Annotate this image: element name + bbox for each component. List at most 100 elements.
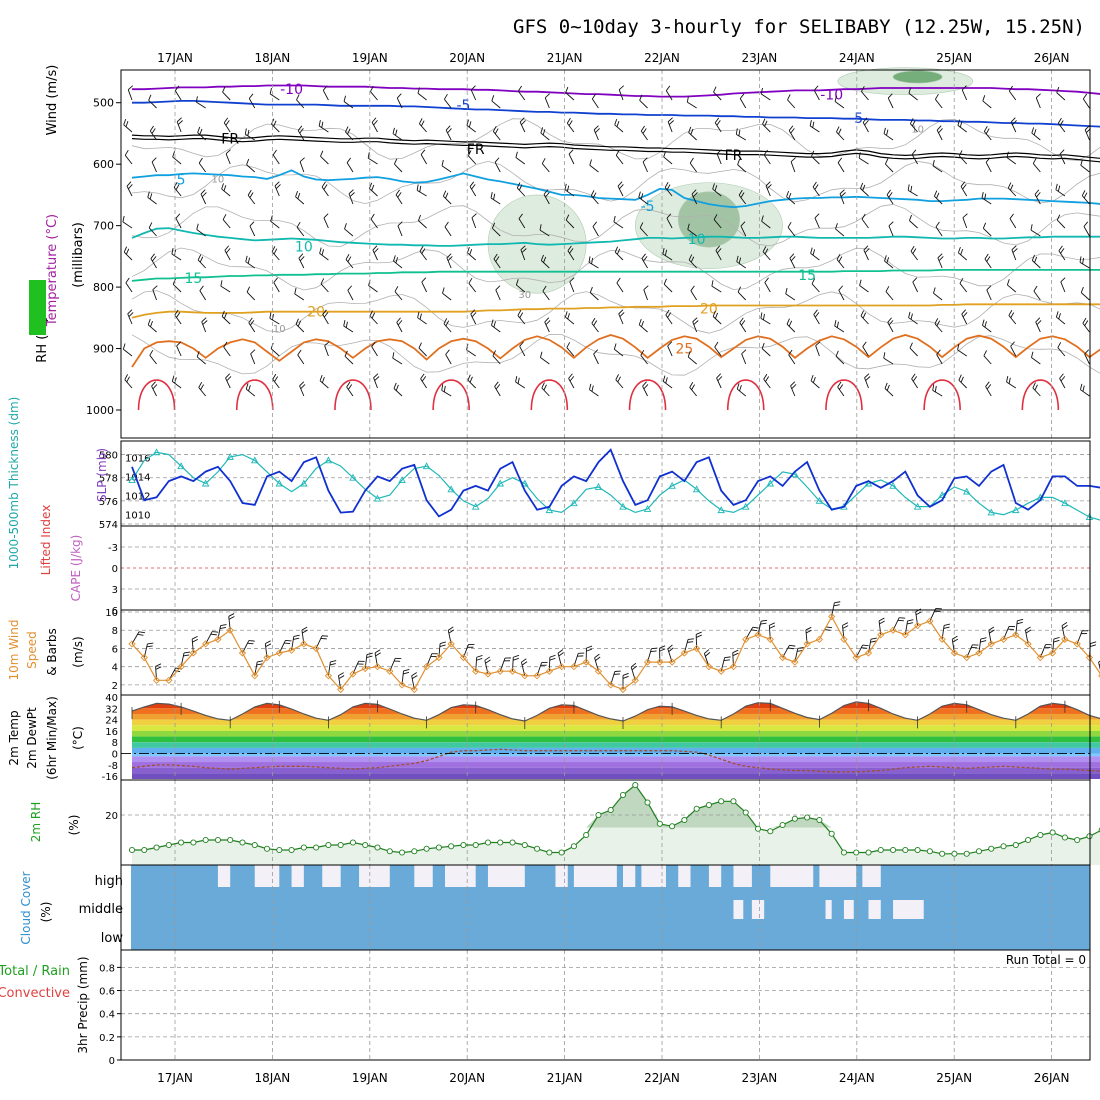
- wind-barb-feather: [870, 640, 877, 643]
- wind-barb: [760, 93, 771, 101]
- wind-barb-feather: [861, 213, 866, 220]
- isotherm-30: [923, 379, 961, 411]
- wind-speed-point: [189, 649, 198, 657]
- wind-barb-feather: [740, 192, 745, 198]
- wind-barb: [959, 283, 968, 293]
- wind-barb-feather: [416, 184, 419, 191]
- wind-speed-point: [545, 667, 553, 675]
- wind-barb: [319, 380, 329, 389]
- wind-barb: [836, 131, 845, 141]
- wind-barb: [174, 90, 182, 101]
- wind-barb: [1080, 164, 1090, 173]
- wind-barb: [222, 219, 231, 229]
- wind-barb-feather: [249, 192, 254, 198]
- wind-barb-feather: [521, 661, 528, 666]
- wind-barb: [1011, 249, 1017, 261]
- wind-barb-feather: [952, 635, 958, 640]
- rh-2m-panel: 20 2m RH (%): [29, 780, 1100, 865]
- wind-barb: [665, 90, 673, 101]
- wind-barb: [1056, 219, 1066, 229]
- wind-barb-feather: [933, 287, 936, 294]
- wind-barb: [837, 386, 845, 397]
- wind-barb-feather: [787, 94, 791, 101]
- wind-barb: [223, 346, 231, 357]
- wind-barb-feather: [842, 622, 849, 626]
- wind-barb: [1034, 194, 1041, 205]
- slp-ylabel: SLP (mb): [95, 448, 109, 502]
- wind-barb: [589, 292, 599, 301]
- upper-air-ylabel: Temperature (°C): [45, 214, 60, 327]
- wind-barb: [245, 388, 256, 397]
- thickness-point: [643, 505, 652, 512]
- wind-barb-feather: [519, 312, 524, 319]
- wind-barb: [664, 187, 673, 197]
- wind-barb-feather: [908, 87, 912, 94]
- temp-color-band: [132, 762, 1100, 768]
- wind-barb: [739, 322, 747, 333]
- temp-tick-label: 24: [105, 716, 118, 727]
- wind-barb: [839, 193, 845, 205]
- wind-barb-feather: [589, 383, 592, 390]
- wind-barb-feather: [1017, 618, 1024, 622]
- wind-barb-feather: [471, 312, 477, 318]
- wind-barb: [1031, 260, 1041, 269]
- wind-barb-feather: [739, 317, 744, 324]
- wind-barb-feather: [565, 214, 570, 221]
- wind-barb-feather: [123, 246, 128, 253]
- wind-barb: [736, 388, 747, 397]
- wind-speed-point: [705, 663, 713, 671]
- wind-barb: [469, 186, 477, 197]
- wind-barb-feather: [834, 320, 837, 327]
- wind-barb-feather: [471, 213, 477, 219]
- wind-barb-feather: [862, 312, 867, 319]
- wind-barb-feather: [862, 341, 867, 347]
- wind-barb-feather: [738, 257, 742, 264]
- top-date-label: 19JAN: [352, 51, 388, 65]
- rh-point: [890, 846, 897, 854]
- wind-barb: [441, 389, 452, 397]
- wind-barb-feather: [790, 381, 796, 387]
- wind-barb-feather: [248, 93, 254, 99]
- wind-barb-feather: [566, 342, 571, 348]
- wind-barb-feather: [737, 158, 741, 165]
- wind-barb: [369, 315, 378, 325]
- wind-barb: [907, 189, 918, 197]
- wind-barb: [613, 221, 624, 229]
- wind-barb-feather: [667, 312, 672, 318]
- rh-point: [877, 846, 884, 854]
- wind-barb: [1082, 322, 1090, 333]
- wind-barb-feather: [297, 320, 302, 327]
- isotherm-label: -5: [849, 111, 863, 127]
- wind-speed-point: [238, 649, 247, 657]
- wind-barb: [199, 290, 207, 301]
- rh-point: [448, 843, 455, 850]
- wind-barb: [246, 291, 256, 301]
- wind-barb-feather: [202, 320, 208, 325]
- wind-barb-feather: [1008, 310, 1013, 316]
- rh-point: [619, 791, 627, 799]
- wind-barb: [763, 154, 771, 165]
- isotherm-30: [432, 379, 470, 411]
- wind-speed-point: [287, 646, 296, 654]
- isotherm-30: [628, 379, 667, 411]
- isotherm-line: [132, 100, 1100, 128]
- wind-barb-feather: [442, 190, 447, 197]
- wind-barb: [446, 257, 452, 269]
- precip-tick-label: 0.6: [99, 987, 115, 998]
- wind-barb-feather: [344, 223, 347, 230]
- wind-barb-feather: [225, 248, 231, 254]
- wind-barb-feather: [299, 128, 304, 134]
- wind-barb: [1033, 290, 1041, 301]
- wind-barb-feather: [864, 373, 870, 379]
- wind-barb-feather: [641, 320, 644, 327]
- thickness-point: [570, 499, 578, 507]
- cloud-gap-middle: [893, 900, 924, 919]
- wind-barb: [517, 315, 526, 325]
- wind-barb: [221, 316, 231, 325]
- wind-barb-feather: [984, 253, 989, 260]
- wind-speed-line: [131, 615, 1100, 691]
- freezing-level-line: [131, 134, 1100, 159]
- wind-speed-point: [373, 663, 382, 671]
- upper-air-frame: [120, 69, 1091, 439]
- wind-barb: [270, 220, 280, 229]
